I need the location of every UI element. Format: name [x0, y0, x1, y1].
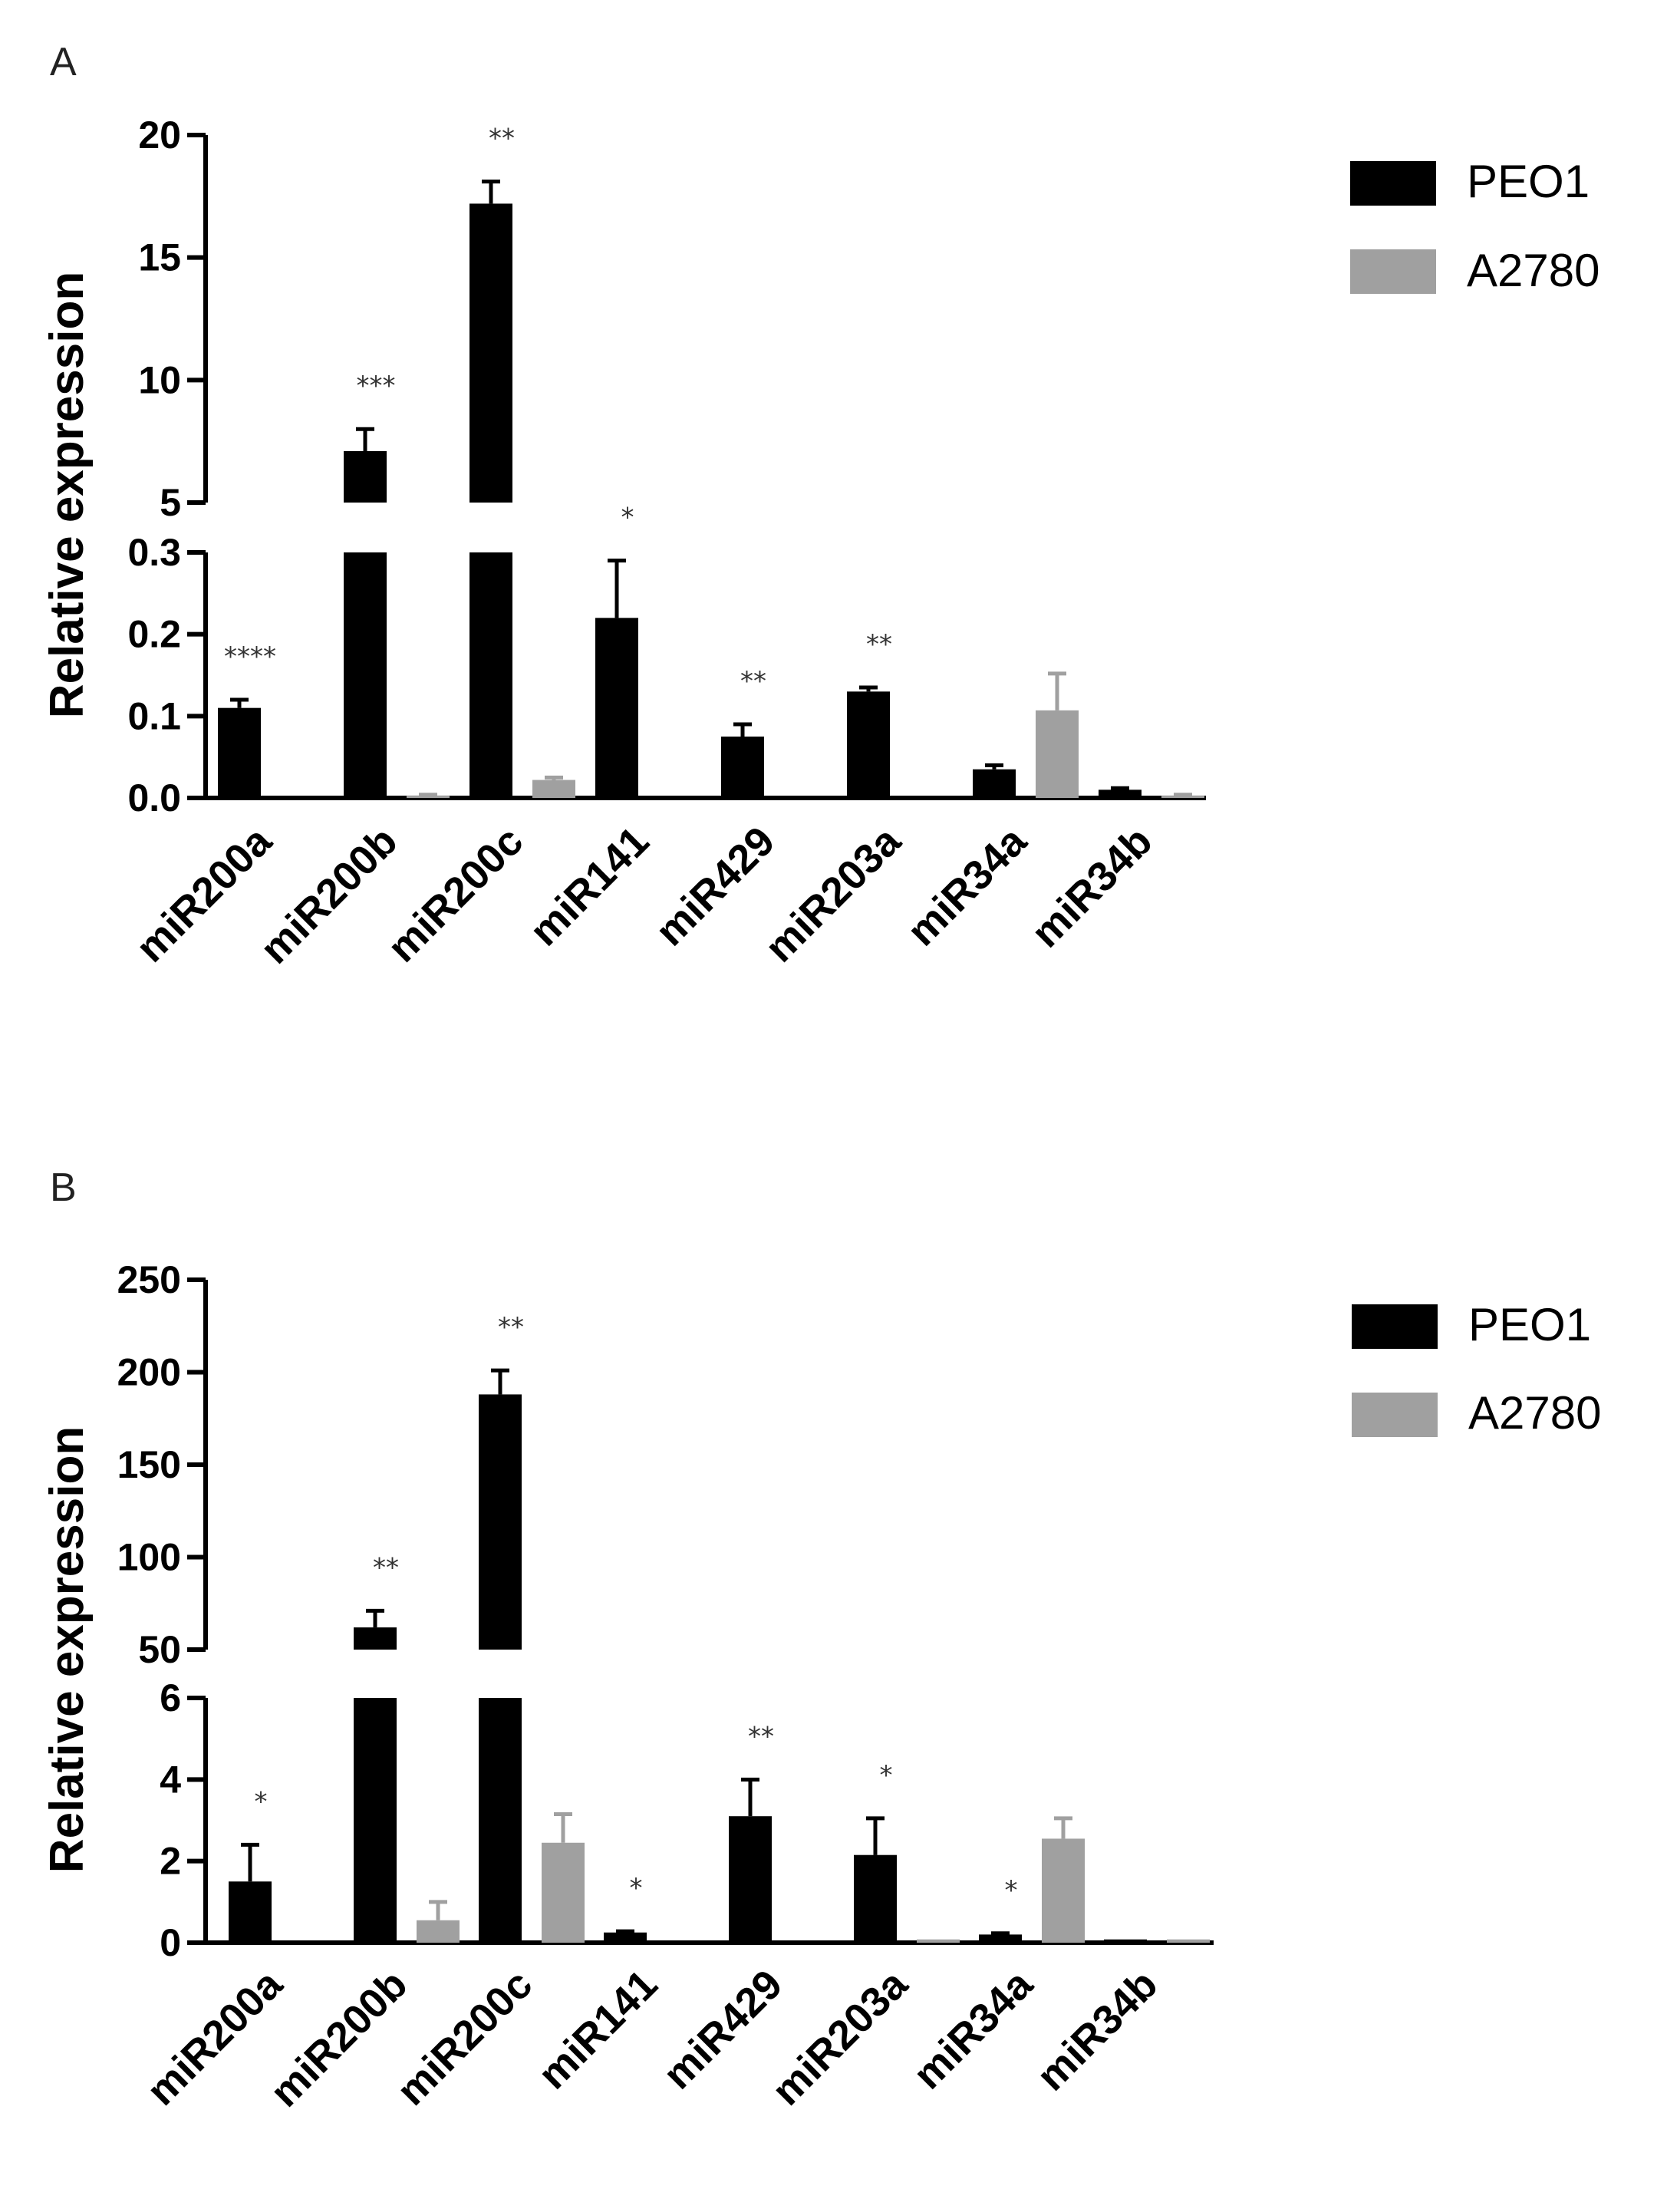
y-tick-label: 4	[160, 1758, 181, 1801]
legend-label-a2780: A2780	[1467, 245, 1600, 296]
category-label: miR200c	[379, 818, 532, 971]
y-axis-label-b: Relative expression	[41, 1426, 94, 1873]
y-tick-label: 0.2	[127, 613, 181, 656]
y-tick-label: 5	[160, 481, 181, 524]
category-label: miR34a	[898, 817, 1036, 954]
y-tick-label: 0.0	[127, 776, 181, 819]
category-label: miR200b	[262, 1961, 417, 2116]
bar-peo1	[479, 1394, 522, 1650]
bar-peo1	[469, 552, 512, 798]
bar-peo1	[1104, 1939, 1147, 1943]
category-label: miR141	[521, 818, 657, 954]
panel-label-a: A	[50, 40, 77, 84]
bar-a2780	[417, 1920, 460, 1943]
significance-marker: **	[748, 1721, 774, 1752]
y-tick-label: 0.1	[127, 694, 181, 737]
significance-marker: *	[880, 1760, 893, 1791]
bar-a2780	[1161, 795, 1204, 798]
y-axis-label-a: Relative expression	[41, 272, 94, 718]
category-label: miR34b	[1028, 1961, 1166, 2099]
bar-peo1	[973, 769, 1016, 798]
y-tick-label: 2	[160, 1840, 181, 1883]
y-tick-label: 6	[160, 1676, 181, 1719]
y-tick-label: 15	[138, 236, 181, 279]
legend-swatch-a2780	[1350, 249, 1436, 294]
category-label: miR200a	[127, 817, 281, 971]
panel-label-b: B	[50, 1165, 77, 1210]
category-label: miR141	[529, 1961, 666, 2098]
bar-peo1	[729, 1816, 772, 1943]
panel-a: A Relative expression PEO1 A2780 0.0 0.1 0…	[41, 40, 1600, 973]
bar-peo1	[354, 1627, 397, 1650]
significance-marker: *	[630, 1873, 643, 1904]
bar-a2780	[1042, 1838, 1085, 1943]
category-label: miR203a	[756, 817, 910, 971]
y-tick-label: 0	[160, 1921, 181, 1964]
y-tick-label: 150	[117, 1443, 181, 1486]
bar-peo1	[354, 1698, 397, 1943]
y-tick-label: 100	[117, 1536, 181, 1579]
bar-peo1	[721, 737, 764, 798]
bar-a2780	[917, 1939, 960, 1943]
y-tick-label: 250	[117, 1258, 181, 1301]
category-label: miR200c	[388, 1961, 542, 2115]
significance-marker: *	[621, 503, 634, 533]
legend-label-peo1: PEO1	[1468, 1299, 1591, 1350]
bar-peo1	[604, 1932, 647, 1943]
legend-b: PEO1 A2780	[1352, 1299, 1602, 1439]
bar-a2780	[1036, 710, 1079, 798]
bar-peo1	[469, 203, 512, 503]
bar-peo1	[979, 1934, 1022, 1943]
bar-peo1	[595, 618, 638, 798]
y-tick-label: 20	[138, 114, 181, 157]
legend-a: PEO1 A2780	[1350, 156, 1600, 296]
bar-peo1	[229, 1881, 272, 1943]
bar-a2780	[532, 780, 575, 798]
significance-marker: ***	[357, 371, 396, 401]
category-label: miR200b	[252, 818, 407, 973]
significance-marker: *	[1005, 1875, 1018, 1906]
legend-swatch-peo1	[1352, 1304, 1438, 1349]
y-tick-label: 50	[138, 1628, 181, 1671]
significance-marker: **	[489, 124, 515, 154]
significance-marker: **	[498, 1312, 524, 1343]
significance-marker: **	[866, 629, 892, 660]
bar-peo1	[854, 1854, 897, 1943]
y-tick-label: 0.3	[127, 531, 181, 574]
significance-marker: *	[255, 1786, 268, 1817]
significance-marker: ****	[224, 641, 276, 672]
legend-label-a2780: A2780	[1468, 1387, 1602, 1439]
bar-peo1	[1099, 790, 1142, 798]
category-label: miR203a	[763, 1960, 917, 2114]
bar-peo1	[479, 1698, 522, 1943]
bar-peo1	[344, 552, 387, 798]
category-label: miR34b	[1023, 818, 1161, 956]
bar-peo1	[847, 691, 890, 798]
y-tick-label: 10	[138, 358, 181, 401]
panel-b: B Relative expression PEO1 A2780 0 2 4 6 50 1…	[41, 1165, 1602, 2116]
bar-peo1	[218, 707, 261, 798]
bar-a2780	[407, 795, 450, 798]
bar-a2780	[1167, 1939, 1210, 1943]
bar-a2780	[542, 1842, 585, 1943]
bar-peo1	[344, 450, 387, 503]
legend-swatch-a2780	[1352, 1393, 1438, 1437]
legend-swatch-peo1	[1350, 161, 1436, 206]
category-label: miR34a	[904, 1960, 1042, 2098]
legend-label-peo1: PEO1	[1467, 156, 1590, 207]
y-tick-label: 200	[117, 1351, 181, 1394]
significance-marker: **	[373, 1552, 399, 1583]
significance-marker: **	[740, 666, 766, 697]
